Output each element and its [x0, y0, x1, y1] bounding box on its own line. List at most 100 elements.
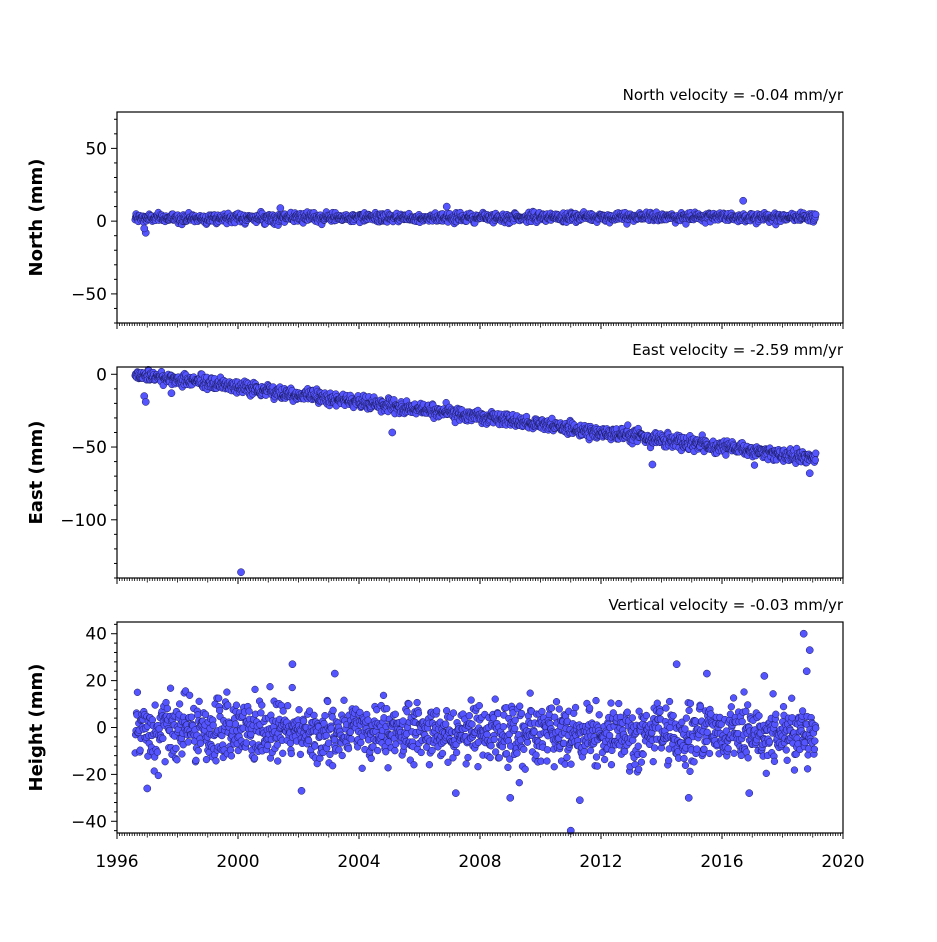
data-point	[683, 715, 690, 722]
data-point	[246, 708, 253, 715]
data-point	[134, 689, 141, 696]
data-point	[640, 751, 647, 758]
data-point	[141, 225, 148, 232]
y-tick-label: −50	[71, 438, 107, 458]
y-tick-label: 50	[85, 139, 107, 159]
data-point	[279, 750, 286, 757]
data-point	[728, 703, 735, 710]
data-point	[635, 766, 642, 773]
data-point	[621, 748, 628, 755]
data-point	[348, 736, 355, 743]
data-point	[527, 690, 534, 697]
data-point	[812, 211, 819, 218]
data-point	[693, 746, 700, 753]
data-point	[487, 754, 494, 761]
data-point	[651, 745, 658, 752]
data-point	[744, 701, 751, 708]
data-point	[516, 779, 523, 786]
data-point	[544, 758, 551, 765]
data-point	[533, 752, 540, 759]
data-point	[516, 703, 523, 710]
data-point	[511, 725, 518, 732]
data-point	[670, 712, 677, 719]
data-point	[329, 762, 336, 769]
data-point	[581, 748, 588, 755]
data-point	[687, 768, 694, 775]
data-point	[492, 696, 499, 703]
data-point	[739, 718, 746, 725]
data-point	[197, 740, 204, 747]
data-point	[812, 457, 819, 464]
data-point	[663, 705, 670, 712]
data-point	[643, 712, 650, 719]
data-point	[173, 745, 180, 752]
y-axis-label: North (mm)	[26, 159, 47, 277]
data-point	[681, 755, 688, 762]
data-point	[163, 699, 170, 706]
data-point	[237, 569, 244, 576]
data-point	[258, 709, 265, 716]
data-point	[368, 755, 375, 762]
data-point	[553, 698, 560, 705]
data-points	[132, 366, 819, 576]
data-point	[324, 698, 331, 705]
data-point	[168, 390, 175, 397]
data-point	[154, 749, 161, 756]
data-point	[548, 705, 555, 712]
data-point	[411, 761, 418, 768]
data-point	[601, 756, 608, 763]
data-point	[453, 749, 460, 756]
data-point	[740, 197, 747, 204]
data-point	[615, 700, 622, 707]
data-point	[443, 707, 450, 714]
y-tick-label: 0	[96, 365, 107, 385]
data-point	[488, 742, 495, 749]
data-point	[359, 765, 366, 772]
data-points	[132, 197, 819, 236]
data-point	[289, 684, 296, 691]
data-point	[657, 708, 664, 715]
data-point	[629, 714, 636, 721]
data-point	[142, 398, 149, 405]
data-point	[415, 710, 422, 717]
data-point	[587, 747, 594, 754]
data-point	[152, 702, 159, 709]
data-point	[339, 752, 346, 759]
data-points	[132, 630, 819, 834]
data-point	[682, 762, 689, 769]
data-point	[311, 712, 318, 719]
data-point	[465, 754, 472, 761]
data-point	[330, 707, 337, 714]
data-point	[196, 698, 203, 705]
data-point	[213, 757, 220, 764]
data-point	[357, 739, 364, 746]
data-point	[392, 711, 399, 718]
data-point	[450, 710, 457, 717]
data-point	[556, 706, 563, 713]
data-point	[665, 757, 672, 764]
data-point	[518, 710, 525, 717]
data-point	[288, 750, 295, 757]
data-point	[500, 723, 507, 730]
data-point	[439, 750, 446, 757]
data-point	[522, 766, 529, 773]
data-point	[741, 689, 748, 696]
data-point	[586, 705, 593, 712]
data-point	[594, 763, 601, 770]
data-point	[193, 757, 200, 764]
data-point	[650, 758, 657, 765]
data-point	[691, 758, 698, 765]
data-point	[391, 747, 398, 754]
data-point	[296, 706, 303, 713]
data-point	[383, 705, 390, 712]
data-point	[277, 204, 284, 211]
data-point	[312, 743, 319, 750]
data-point	[322, 712, 329, 719]
data-point	[251, 755, 258, 762]
data-point	[608, 761, 615, 768]
data-point	[210, 722, 217, 729]
data-point	[404, 708, 411, 715]
data-point	[593, 697, 600, 704]
